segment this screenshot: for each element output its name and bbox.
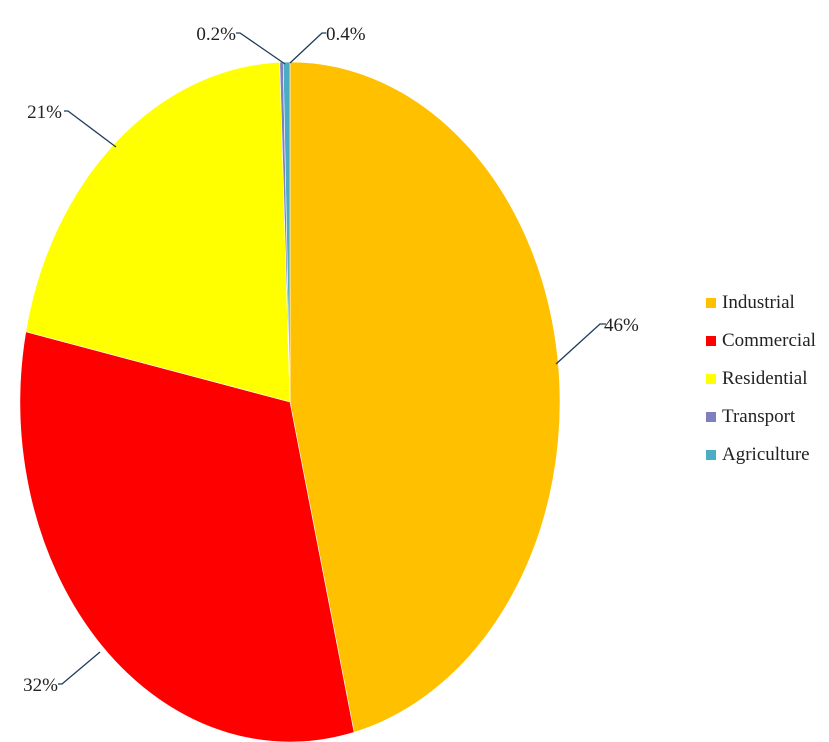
legend-item-residential: Residential	[706, 360, 816, 398]
data-label-agriculture: 0.4%	[326, 24, 366, 45]
legend-swatch-residential	[706, 374, 716, 384]
legend-label-commercial: Commercial	[722, 330, 816, 351]
slice-labels: 46% 32% 21% 0.2% 0.4%	[23, 24, 639, 696]
leader-lines	[58, 32, 606, 685]
leader-line-agriculture	[289, 32, 326, 64]
legend-item-transport: Transport	[706, 398, 816, 436]
legend-label-residential: Residential	[722, 368, 808, 389]
data-label-industrial: 46%	[604, 315, 639, 336]
legend-item-agriculture: Agriculture	[706, 436, 816, 474]
legend-swatch-industrial	[706, 298, 716, 308]
legend-swatch-transport	[706, 412, 716, 422]
legend-swatch-agriculture	[706, 450, 716, 460]
legend-label-transport: Transport	[722, 406, 796, 427]
data-label-commercial: 32%	[23, 675, 58, 696]
legend-label-industrial: Industrial	[722, 292, 795, 313]
pie-slices	[19, 61, 561, 742]
leader-line-industrial	[555, 323, 606, 365]
legend: Industrial Commercial Residential Transp…	[706, 284, 816, 474]
legend-swatch-commercial	[706, 336, 716, 346]
leader-line-commercial	[58, 651, 101, 685]
legend-label-agriculture: Agriculture	[722, 444, 810, 465]
data-label-transport: 0.2%	[196, 24, 236, 45]
leader-line-transport	[236, 32, 286, 65]
data-label-residential: 21%	[27, 102, 62, 123]
legend-item-industrial: Industrial	[706, 284, 816, 322]
leader-line-residential	[64, 110, 117, 148]
legend-item-commercial: Commercial	[706, 322, 816, 360]
pie-slice-residential	[25, 61, 291, 403]
